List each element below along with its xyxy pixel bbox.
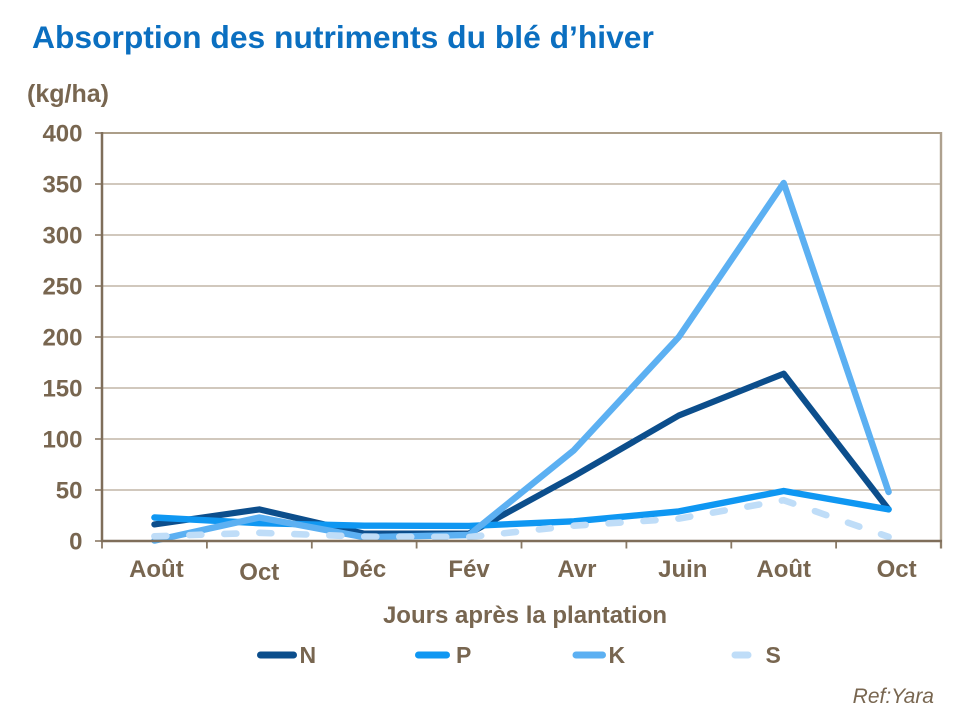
svg-text:100: 100: [42, 426, 82, 453]
svg-text:Fév: Fév: [448, 556, 490, 583]
svg-text:Juin: Juin: [658, 556, 707, 583]
svg-text:Oct: Oct: [877, 556, 917, 583]
svg-text:Absorption des nutriments du b: Absorption des nutriments du blé d’hiver: [32, 19, 654, 55]
svg-text:N: N: [300, 642, 317, 668]
svg-text:150: 150: [42, 375, 82, 402]
svg-text:(kg/ha): (kg/ha): [27, 80, 109, 108]
svg-text:K: K: [609, 642, 626, 668]
svg-text:Oct: Oct: [239, 559, 279, 586]
svg-text:Jours après la plantation: Jours après la plantation: [383, 602, 667, 629]
svg-text:Avr: Avr: [557, 556, 596, 583]
svg-text:50: 50: [56, 477, 83, 504]
svg-text:Août: Août: [129, 556, 184, 583]
svg-text:Déc: Déc: [342, 556, 386, 583]
svg-text:350: 350: [42, 171, 82, 198]
svg-text:Août: Août: [756, 556, 811, 583]
svg-text:S: S: [766, 642, 781, 668]
svg-text:400: 400: [42, 120, 82, 147]
svg-text:P: P: [456, 642, 471, 668]
svg-text:Ref:Yara: Ref:Yara: [853, 685, 934, 708]
svg-text:250: 250: [42, 273, 82, 300]
svg-text:0: 0: [69, 528, 82, 555]
svg-text:200: 200: [42, 324, 82, 351]
svg-text:300: 300: [42, 222, 82, 249]
